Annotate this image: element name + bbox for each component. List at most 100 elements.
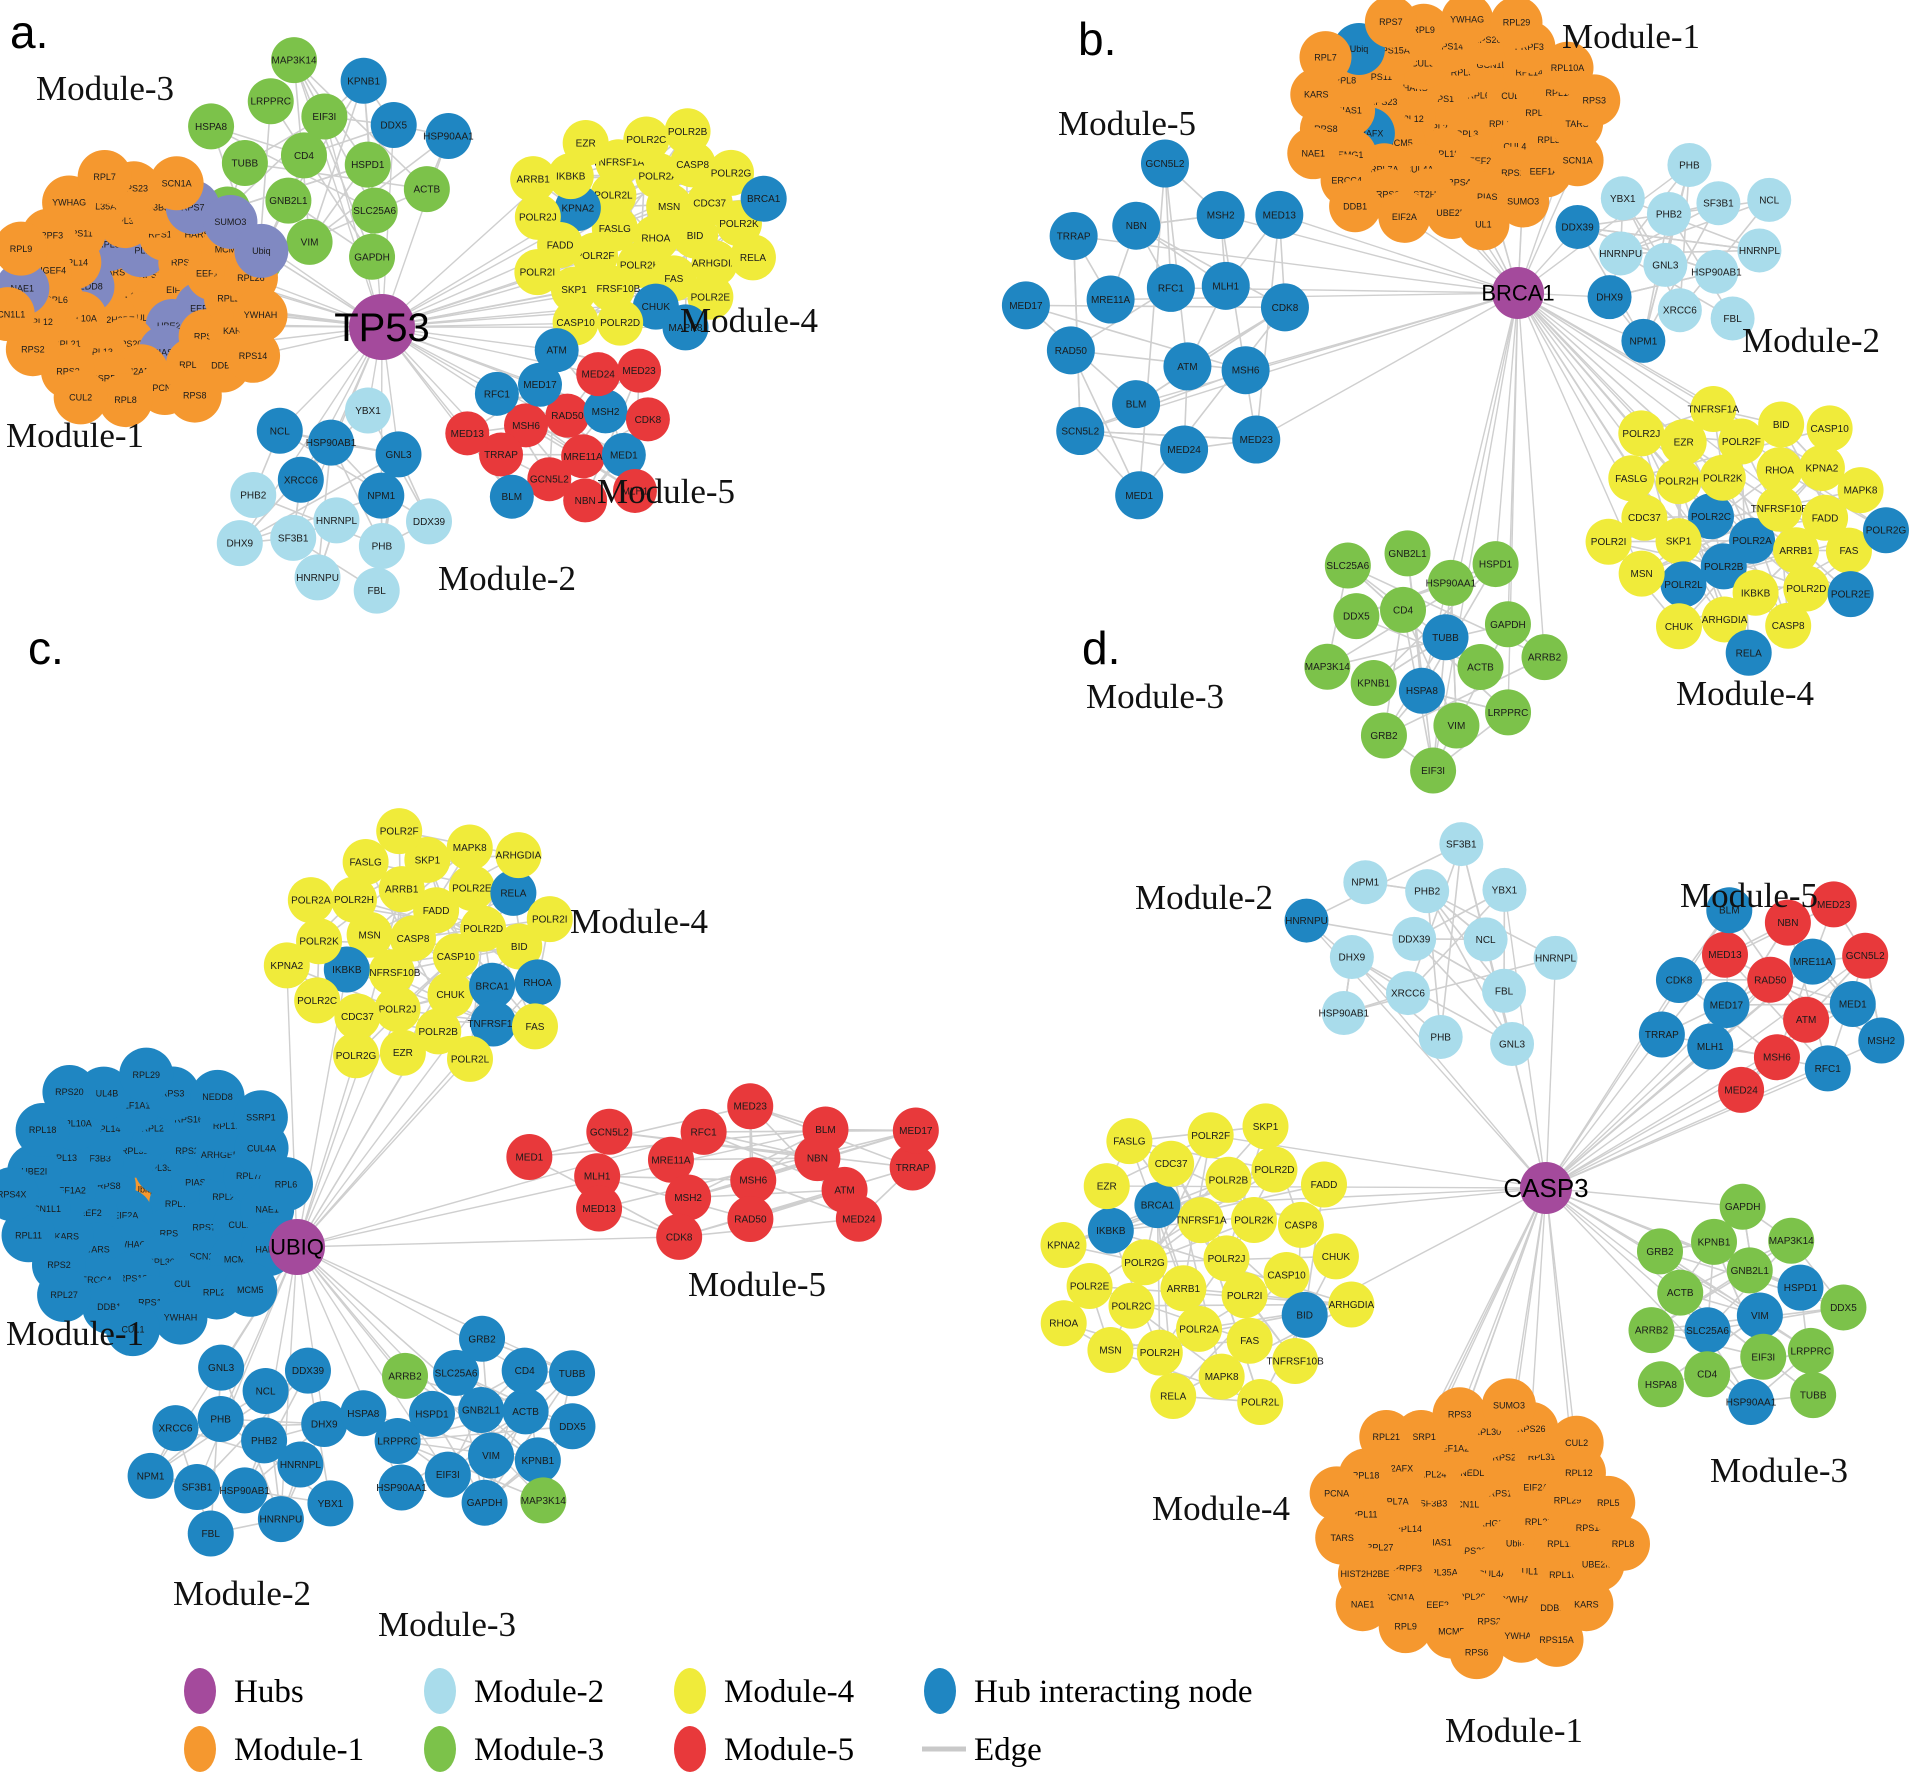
node-GAPDH xyxy=(1719,1183,1766,1230)
hub-edge xyxy=(296,1246,325,1425)
node-MRE11A xyxy=(1789,938,1836,985)
node-BRCA1 xyxy=(740,175,787,222)
edge xyxy=(1135,306,1286,405)
hub-edge xyxy=(1460,843,1547,1189)
labels-layer: Module-3 Module-4 Module-1 Module-2 Module-5… xyxy=(6,6,818,598)
legend-label: Module-1 xyxy=(234,1732,364,1768)
hub-label-TP53: TP53 xyxy=(334,306,430,350)
node-HSPA8 xyxy=(188,103,235,150)
node-HSPD1 xyxy=(344,141,391,188)
node-DHX9 xyxy=(1587,275,1632,320)
hub-node-TP53 xyxy=(349,294,415,360)
node-RPS14 xyxy=(226,328,281,383)
node-MED1 xyxy=(601,432,646,477)
node-POLR2C xyxy=(1108,1282,1155,1329)
node-NCL xyxy=(1463,917,1508,962)
edge xyxy=(308,124,395,243)
node-POLR2C xyxy=(1687,493,1734,540)
node-ACTB xyxy=(403,166,450,213)
hub-edge xyxy=(196,1246,298,1488)
node-HNRNPU xyxy=(1598,231,1643,276)
node-POLR2L xyxy=(446,1035,493,1082)
hub-edge xyxy=(1157,1187,1547,1206)
node-POLR2G xyxy=(708,149,755,196)
node-CASP10 xyxy=(1806,405,1853,452)
node-MLH1 xyxy=(1687,1023,1734,1070)
node-MAP3K14 xyxy=(271,37,318,84)
node-HNRNPL xyxy=(277,1441,324,1488)
node-YWHAH xyxy=(153,1290,208,1345)
node-SCN5L2 xyxy=(1056,407,1105,456)
node-NBN xyxy=(563,478,608,523)
node-TUBB xyxy=(1422,614,1469,661)
node-RHOA xyxy=(514,959,561,1006)
node-CASP8 xyxy=(1765,602,1812,649)
node-GRB2 xyxy=(1636,1228,1683,1275)
node-POLR2J xyxy=(514,193,561,240)
node-NPM1 xyxy=(127,1452,174,1499)
edge xyxy=(1577,226,1760,252)
hub-label-BRCA1: BRCA1 xyxy=(1481,281,1554,306)
node-ACTB xyxy=(1657,1269,1704,1316)
node-YWHAG xyxy=(1441,0,1494,46)
node-HSP90AB1 xyxy=(221,1467,268,1514)
node-ARHGDIA xyxy=(1701,596,1748,643)
node-POLR2K xyxy=(1230,1197,1277,1244)
node-RPL11 xyxy=(1,1208,56,1263)
node-CD4 xyxy=(501,1347,548,1394)
node-ARRB1 xyxy=(1773,527,1820,574)
node-RPS8 xyxy=(167,368,222,423)
edge xyxy=(1407,889,1506,994)
node-IKBKB xyxy=(1087,1207,1134,1254)
node-GCN5L2 xyxy=(586,1108,633,1155)
node-DDX5 xyxy=(370,102,417,149)
node-GNL3 xyxy=(198,1344,245,1391)
node-TRRAP xyxy=(479,432,524,477)
node-SLC25A6 xyxy=(433,1349,480,1396)
node-POLR2J xyxy=(1203,1235,1250,1282)
node-NBN xyxy=(1112,201,1161,250)
node-CUL2 xyxy=(1549,1415,1604,1470)
node-FADD xyxy=(1802,494,1849,541)
node-POLR2C xyxy=(623,116,670,163)
node-XRCC6 xyxy=(277,456,324,503)
hub-edge xyxy=(296,1236,680,1248)
edge xyxy=(1620,199,1770,255)
labels-layer: Module-4 Module-1 Module-5 Module-2 Module-3… xyxy=(6,622,826,1644)
node-TNFRSF10B xyxy=(1756,485,1803,532)
edge xyxy=(483,1372,573,1504)
node-GCN5L2 xyxy=(1140,139,1189,188)
node-MED24 xyxy=(835,1195,882,1242)
node-LRPPRC xyxy=(374,1418,421,1465)
node-CD4 xyxy=(280,132,327,179)
node-KPNA2 xyxy=(1798,445,1845,492)
node-FAS xyxy=(511,1003,558,1050)
node-TNFRSF10B xyxy=(368,949,415,996)
node-ATM xyxy=(1163,342,1212,391)
node-GNB2L1 xyxy=(1726,1247,1773,1294)
node-SCN1A xyxy=(149,156,204,211)
node-SLC25A6 xyxy=(1324,542,1371,589)
edge xyxy=(1407,843,1463,994)
node-CDK8 xyxy=(625,397,670,442)
module-title-a-module-1: Module-1 xyxy=(6,416,144,455)
node-SKP1 xyxy=(1655,518,1702,565)
node-RELA xyxy=(1725,629,1772,676)
node-DDX5 xyxy=(1333,593,1380,640)
node-MED23 xyxy=(1232,415,1281,464)
node-EIF3I xyxy=(424,1451,471,1498)
node-EZR xyxy=(379,1029,426,1076)
hub-edge xyxy=(1517,292,1714,410)
node-NCL xyxy=(256,407,303,454)
node-RFC1 xyxy=(680,1108,727,1155)
edge xyxy=(209,1367,222,1534)
node-MED1 xyxy=(1115,471,1164,520)
node-MAPK8 xyxy=(662,304,709,351)
hub-edge xyxy=(296,1246,406,1377)
node-PHB2 xyxy=(1405,869,1450,914)
node-RPL7 xyxy=(1299,31,1352,84)
node-POLR2L xyxy=(1237,1379,1284,1426)
node-MSH6 xyxy=(1753,1034,1800,1081)
node-MED17 xyxy=(892,1107,939,1154)
node-DHX9 xyxy=(1329,935,1374,980)
